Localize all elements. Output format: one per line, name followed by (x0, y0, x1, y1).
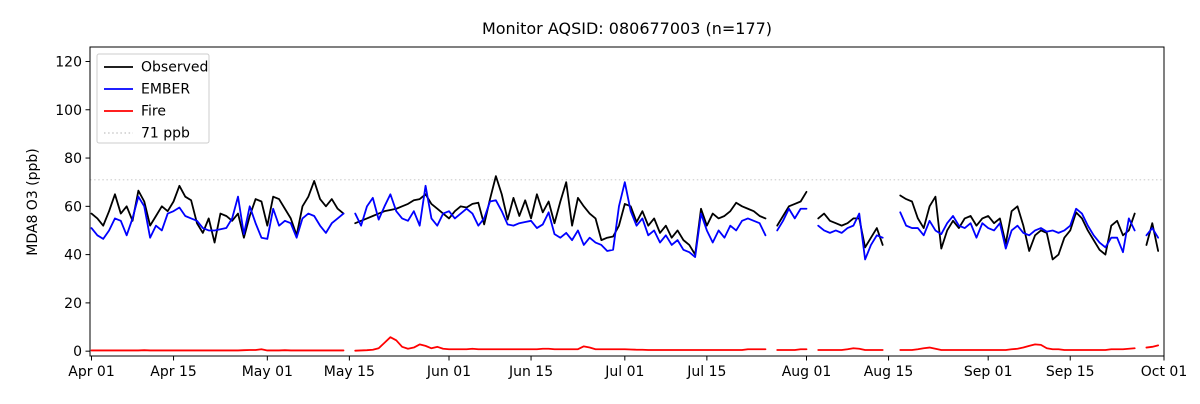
ember-line (90, 195, 345, 240)
x-tick-label: Sep 15 (1046, 364, 1095, 380)
x-tick-label: May 15 (324, 364, 375, 380)
fire-line (90, 348, 345, 352)
ember-series (90, 181, 1160, 261)
y-tick-label: 100 (55, 103, 82, 119)
observed-line (899, 194, 1136, 261)
y-tick-label: 0 (73, 344, 82, 360)
x-tick-label: Aug 01 (782, 364, 832, 380)
x-tick-label: May 01 (242, 364, 293, 380)
legend-box (96, 53, 210, 144)
x-tick-label: Oct 01 (1141, 364, 1187, 380)
ember-line (354, 181, 767, 258)
x-tick-label: Apr 01 (68, 364, 114, 380)
y-axis-label: MDA8 O3 (ppb) (25, 148, 41, 256)
y-tick-label: 120 (55, 54, 82, 70)
x-tick-label: Jul 01 (604, 364, 644, 380)
fire-series (90, 336, 1160, 352)
fire-line (899, 343, 1136, 351)
fire-line (817, 347, 884, 351)
observed-line (354, 175, 767, 256)
ember-line (1145, 227, 1160, 239)
chart-title: Monitor AQSID: 080677003 (n=177) (482, 19, 772, 38)
x-tick-label: Apr 15 (150, 364, 196, 380)
fire-line (776, 348, 808, 351)
legend-label: 71 ppb (141, 126, 190, 142)
observed-line (776, 190, 808, 227)
x-tick-label: Jun 15 (508, 364, 553, 380)
observed-line (1145, 222, 1160, 252)
legend-label: Observed (141, 60, 208, 76)
observed-series (90, 175, 1160, 261)
legend-label: Fire (141, 104, 166, 120)
ember-line (817, 212, 884, 261)
x-tick-label: Jul 15 (686, 364, 726, 380)
observed-line (90, 180, 345, 244)
y-tick-label: 60 (64, 199, 82, 215)
x-tick-label: Sep 01 (964, 364, 1013, 380)
plot-border (89, 46, 1165, 357)
x-axis: Apr 01 Apr 15 May 01 May 15 Jun 01 Jun 15 Jul … (68, 356, 1187, 380)
x-tick-label: Jun 01 (426, 364, 471, 380)
y-tick-label: 80 (64, 151, 82, 167)
fire-line (354, 336, 767, 352)
observed-line (817, 212, 884, 249)
ember-line (899, 207, 1136, 254)
y-tick-label: 40 (64, 248, 82, 264)
x-tick-label: Aug 15 (864, 364, 914, 380)
legend-label: EMBER (141, 82, 190, 98)
y-axis: 0 20 40 60 80 100 120 (55, 54, 90, 360)
ember-line (776, 207, 808, 232)
legend: Observed EMBER Fire 71 ppb (96, 53, 210, 144)
fire-line (1145, 344, 1160, 349)
y-tick-label: 20 (64, 296, 82, 312)
